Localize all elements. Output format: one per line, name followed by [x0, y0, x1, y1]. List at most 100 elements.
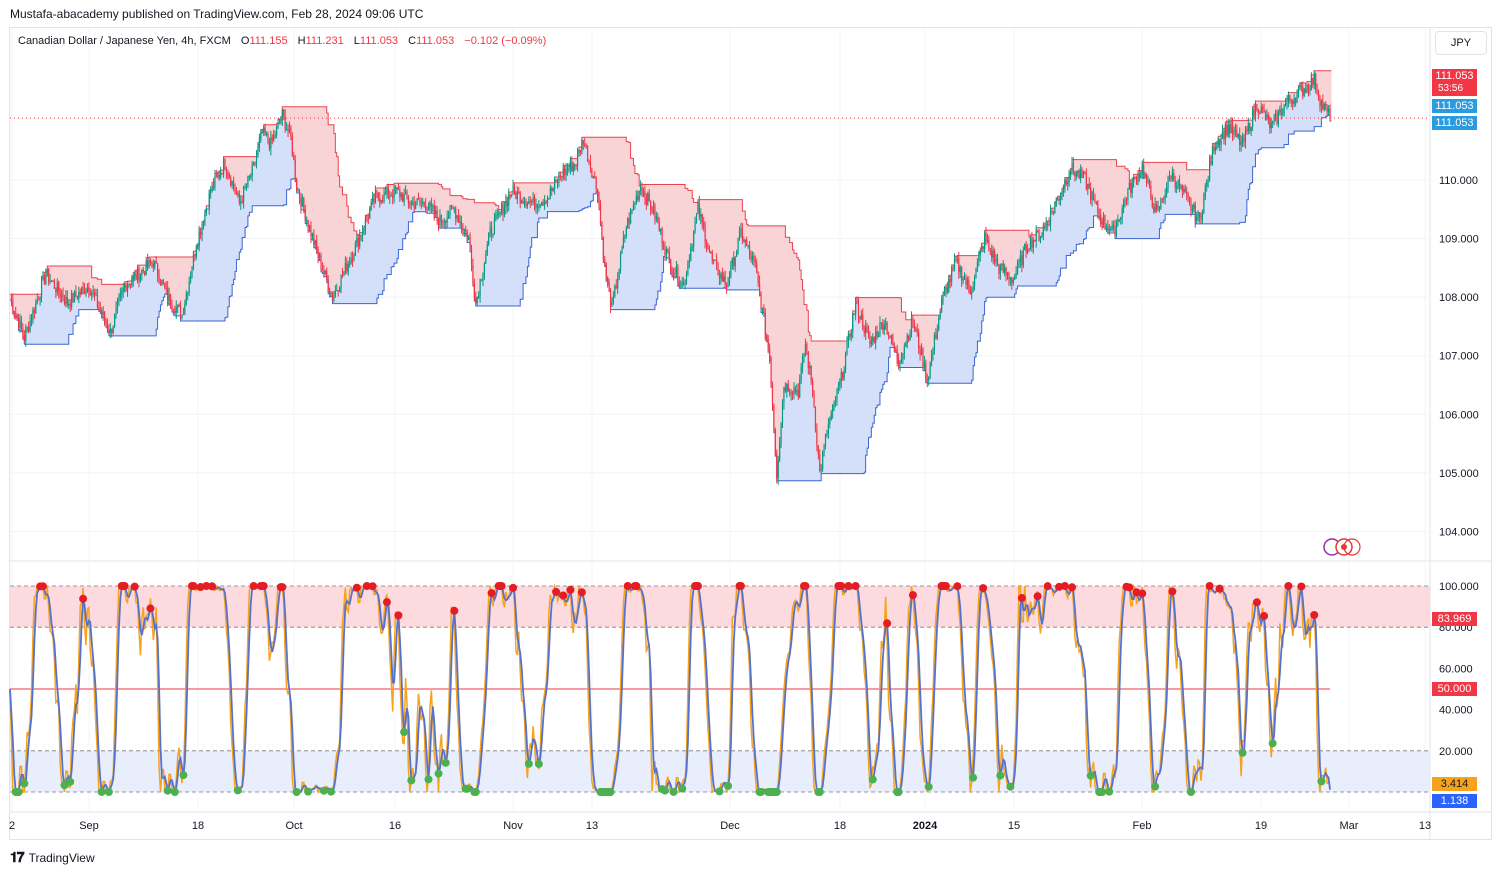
candle-body	[936, 330, 938, 339]
candle-body	[462, 226, 464, 231]
candle-body	[724, 276, 726, 286]
candle-body	[1019, 255, 1022, 262]
candle-body	[472, 264, 474, 284]
candle-body	[376, 190, 378, 193]
candle-body	[1178, 180, 1181, 189]
candle-body	[519, 192, 521, 204]
tradingview-brand[interactable]: 𝟏𝟕 TradingView	[10, 849, 95, 866]
candle-body	[307, 220, 309, 228]
candle-body	[372, 197, 374, 203]
candle-body	[442, 221, 444, 223]
candle-body	[856, 300, 858, 302]
candle-body	[175, 307, 177, 313]
candle-body	[503, 208, 506, 216]
candle-body	[693, 231, 695, 247]
candle-body	[584, 144, 586, 146]
candle-body	[1001, 263, 1003, 265]
candle-body	[823, 445, 825, 453]
candle-body	[475, 297, 477, 304]
candle-body	[1282, 113, 1284, 115]
candle-body	[275, 126, 278, 136]
candle-body	[48, 268, 50, 283]
candle-body	[284, 116, 286, 130]
candle-body	[574, 164, 576, 166]
candle-body	[1306, 84, 1308, 93]
candle-body	[763, 307, 765, 314]
candle-body	[1151, 197, 1153, 208]
candle-body	[566, 168, 569, 171]
candle-body	[1264, 112, 1267, 120]
candle-body	[860, 314, 862, 320]
candle-body	[184, 303, 186, 315]
candle-body	[664, 248, 666, 255]
candle-body	[594, 176, 596, 178]
candle-body	[111, 328, 113, 333]
candle-body	[211, 185, 213, 193]
candle-body	[1095, 201, 1097, 203]
candle-body	[743, 240, 745, 242]
candle-body	[298, 189, 301, 198]
signal-dot-bottom	[304, 787, 313, 796]
candle-body	[746, 240, 748, 246]
signal-dot-top	[487, 589, 496, 598]
signal-dot-bottom	[319, 786, 328, 795]
candle-body	[817, 445, 819, 455]
candle-body	[399, 189, 401, 198]
candle-body	[1154, 204, 1156, 212]
candle-body	[535, 204, 537, 209]
candle-body	[809, 366, 811, 368]
candle-body	[1092, 191, 1095, 199]
candle-body	[1273, 116, 1275, 122]
candle-body	[655, 216, 657, 219]
candle-body	[469, 237, 471, 249]
signal-dot-bottom	[1098, 788, 1107, 796]
candle-body	[1302, 86, 1304, 96]
candle-body	[1029, 237, 1032, 251]
candle-body	[112, 326, 114, 333]
signal-dot-top	[79, 594, 88, 603]
upper-band-tag: 83.969	[1432, 612, 1477, 626]
candle-body	[1032, 240, 1034, 248]
candle-body	[683, 282, 685, 284]
candle-body	[781, 402, 784, 424]
candle-body	[268, 141, 271, 149]
candle-body	[774, 429, 776, 454]
candle-body	[551, 188, 553, 191]
candle-body	[1203, 196, 1205, 213]
candle-body	[387, 187, 389, 198]
candle-body	[1230, 123, 1232, 134]
candle-body	[618, 269, 620, 279]
candle-body	[826, 434, 828, 436]
candle-body	[397, 187, 400, 190]
candle-body	[189, 276, 192, 282]
candle-body	[406, 191, 408, 199]
candle-body	[343, 271, 345, 276]
candle-body	[200, 231, 202, 235]
candle-body	[748, 245, 751, 253]
candle-body	[1187, 194, 1189, 198]
candle-body	[440, 215, 443, 222]
candle-body	[713, 260, 715, 262]
symbol-legend[interactable]: Canadian Dollar / Japanese Yen, 4h, FXCM…	[18, 35, 546, 47]
candle-body	[625, 228, 627, 237]
candle-body	[231, 181, 233, 186]
candle-body	[1174, 180, 1176, 189]
candle-body	[1085, 173, 1087, 189]
candle-body	[982, 246, 984, 250]
candle-body	[651, 209, 653, 213]
currency-button[interactable]: JPY	[1435, 31, 1487, 55]
candle-body	[1128, 182, 1130, 190]
candle-body	[704, 227, 706, 243]
candle-body	[485, 254, 487, 264]
candle-body	[1292, 100, 1294, 104]
candle-body	[99, 308, 101, 311]
candle-body	[797, 390, 799, 398]
candle-body	[571, 161, 573, 172]
candle-body	[95, 294, 97, 296]
candle-body	[938, 318, 940, 331]
axes: 104.000 105.000 106.000 107.000 108.000 109.0…	[9, 175, 1479, 832]
candle-body	[945, 287, 947, 291]
candle-body	[258, 140, 260, 148]
signal-dot-top	[120, 582, 129, 590]
